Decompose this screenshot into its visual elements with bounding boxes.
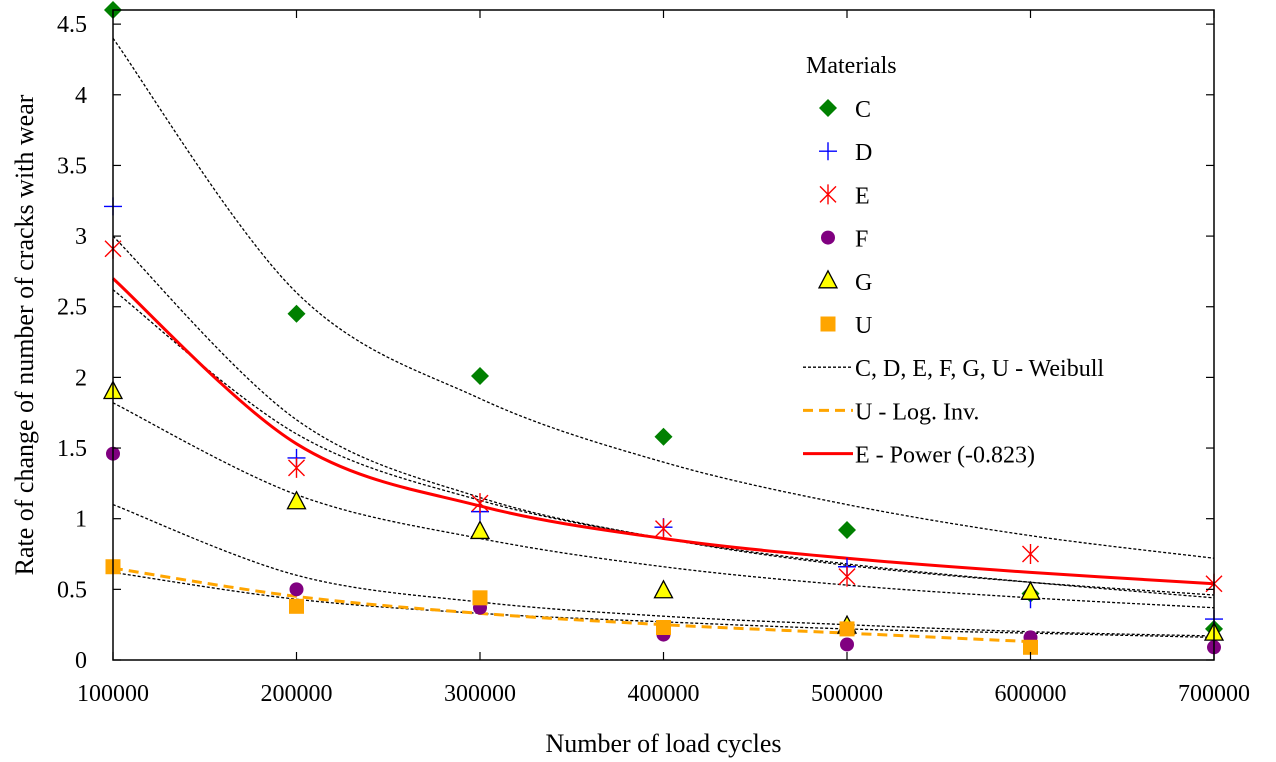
y-tick-label: 3.5 <box>57 153 87 179</box>
x-axis: 100000 200000 300000 400000 500000 600000 7000… <box>77 10 1250 707</box>
marker-shape <box>819 184 837 205</box>
legend-marker-e <box>819 184 837 205</box>
marker-shape <box>817 269 839 289</box>
marker-shape <box>821 230 835 245</box>
x-tick-label: 300000 <box>444 681 516 707</box>
marker-shape <box>838 566 856 587</box>
y-tick-label: 3 <box>75 224 87 250</box>
marker-shape <box>469 520 491 540</box>
marker-shape <box>471 493 489 514</box>
data-point-g <box>286 490 307 510</box>
data-points-layer <box>102 1 1225 655</box>
marker-shape <box>838 521 856 539</box>
marker-shape <box>819 99 837 117</box>
y-tick-label: 1.5 <box>57 436 87 462</box>
data-point-e <box>655 518 672 539</box>
fit-lines-layer <box>111 37 1215 644</box>
data-point-e <box>471 493 489 514</box>
marker-shape <box>656 620 671 635</box>
marker-shape <box>820 316 836 332</box>
marker-shape <box>819 142 837 161</box>
data-point-g <box>1020 580 1041 600</box>
marker-shape <box>289 598 304 614</box>
legend-label-c: C <box>855 97 871 123</box>
data-point-g <box>653 579 674 599</box>
y-tick-label: 0.5 <box>57 577 87 603</box>
y-tick-label: 1 <box>75 507 87 533</box>
data-point-u <box>839 621 855 637</box>
fit-curve <box>112 235 1215 596</box>
legend-marker-f <box>821 230 835 245</box>
legend-label-d: D <box>855 140 872 166</box>
data-point-u <box>289 598 304 614</box>
plot-frame <box>112 9 1215 661</box>
legend-label-fit: U - Log. Inv. <box>855 399 979 425</box>
legend-label-fit: C, D, E, F, G, U - Weibull <box>855 356 1104 382</box>
data-point-e <box>288 457 305 478</box>
x-tick-label: 400000 <box>628 681 700 707</box>
marker-shape <box>1022 544 1039 565</box>
marker-shape <box>840 637 854 652</box>
legend-marker-c <box>819 99 837 117</box>
data-point-c <box>838 521 856 539</box>
data-point-e <box>1022 544 1039 565</box>
marker-shape <box>1023 639 1038 655</box>
fit-curve <box>111 277 1215 586</box>
data-point-c <box>287 304 306 323</box>
x-tick-label: 600000 <box>995 681 1067 707</box>
legend-label-f: F <box>855 227 868 253</box>
legend-label-e: E <box>855 183 870 209</box>
x-tick-label: 100000 <box>77 681 149 707</box>
legend-marker-g <box>817 269 839 289</box>
x-tick-label: 700000 <box>1178 681 1250 707</box>
legend-marker-u <box>820 316 836 332</box>
data-point-e <box>838 566 856 587</box>
y-tick-label: 2.5 <box>57 295 87 321</box>
y-axis-title: Rate of change of number of cracks with … <box>10 94 39 575</box>
y-tick-label: 2 <box>75 365 87 391</box>
y-tick-label: 0 <box>75 648 87 674</box>
marker-shape <box>287 304 306 323</box>
marker-shape <box>839 621 855 637</box>
y-tick-label: 4.5 <box>57 12 87 38</box>
data-point-f <box>840 637 854 652</box>
y-axis: 0 0.5 1 1.5 2 2.5 3 3.5 4 4.5 <box>57 12 1214 674</box>
marker-shape <box>286 490 307 510</box>
data-point-u <box>656 620 671 635</box>
x-tick-label: 200000 <box>261 681 333 707</box>
marker-shape <box>288 457 305 478</box>
marker-shape <box>471 366 489 385</box>
marker-shape <box>289 582 304 597</box>
y-tick-label: 4 <box>75 83 87 109</box>
marker-shape <box>472 590 488 606</box>
legend-label-u: U <box>855 313 872 339</box>
data-point-c <box>471 366 489 385</box>
legend-marker-d <box>819 142 837 161</box>
fit-curve <box>112 37 1215 559</box>
legend-label-g: G <box>855 270 872 296</box>
marker-shape <box>1020 580 1041 600</box>
data-point-f <box>289 582 304 597</box>
marker-shape <box>654 427 673 446</box>
x-axis-title: Number of load cycles <box>545 729 781 758</box>
fit-curve <box>112 566 1031 644</box>
x-tick-label: 500000 <box>811 681 883 707</box>
legend-title: Materials <box>806 53 897 79</box>
data-point-u <box>472 590 488 606</box>
fit-curve <box>112 503 1215 637</box>
data-point-u <box>1023 639 1038 655</box>
marker-shape <box>655 518 672 539</box>
marker-shape <box>653 579 674 599</box>
data-point-g <box>469 520 491 540</box>
data-point-c <box>654 427 673 446</box>
legend-label-fit: E - Power (-0.823) <box>855 443 1035 469</box>
